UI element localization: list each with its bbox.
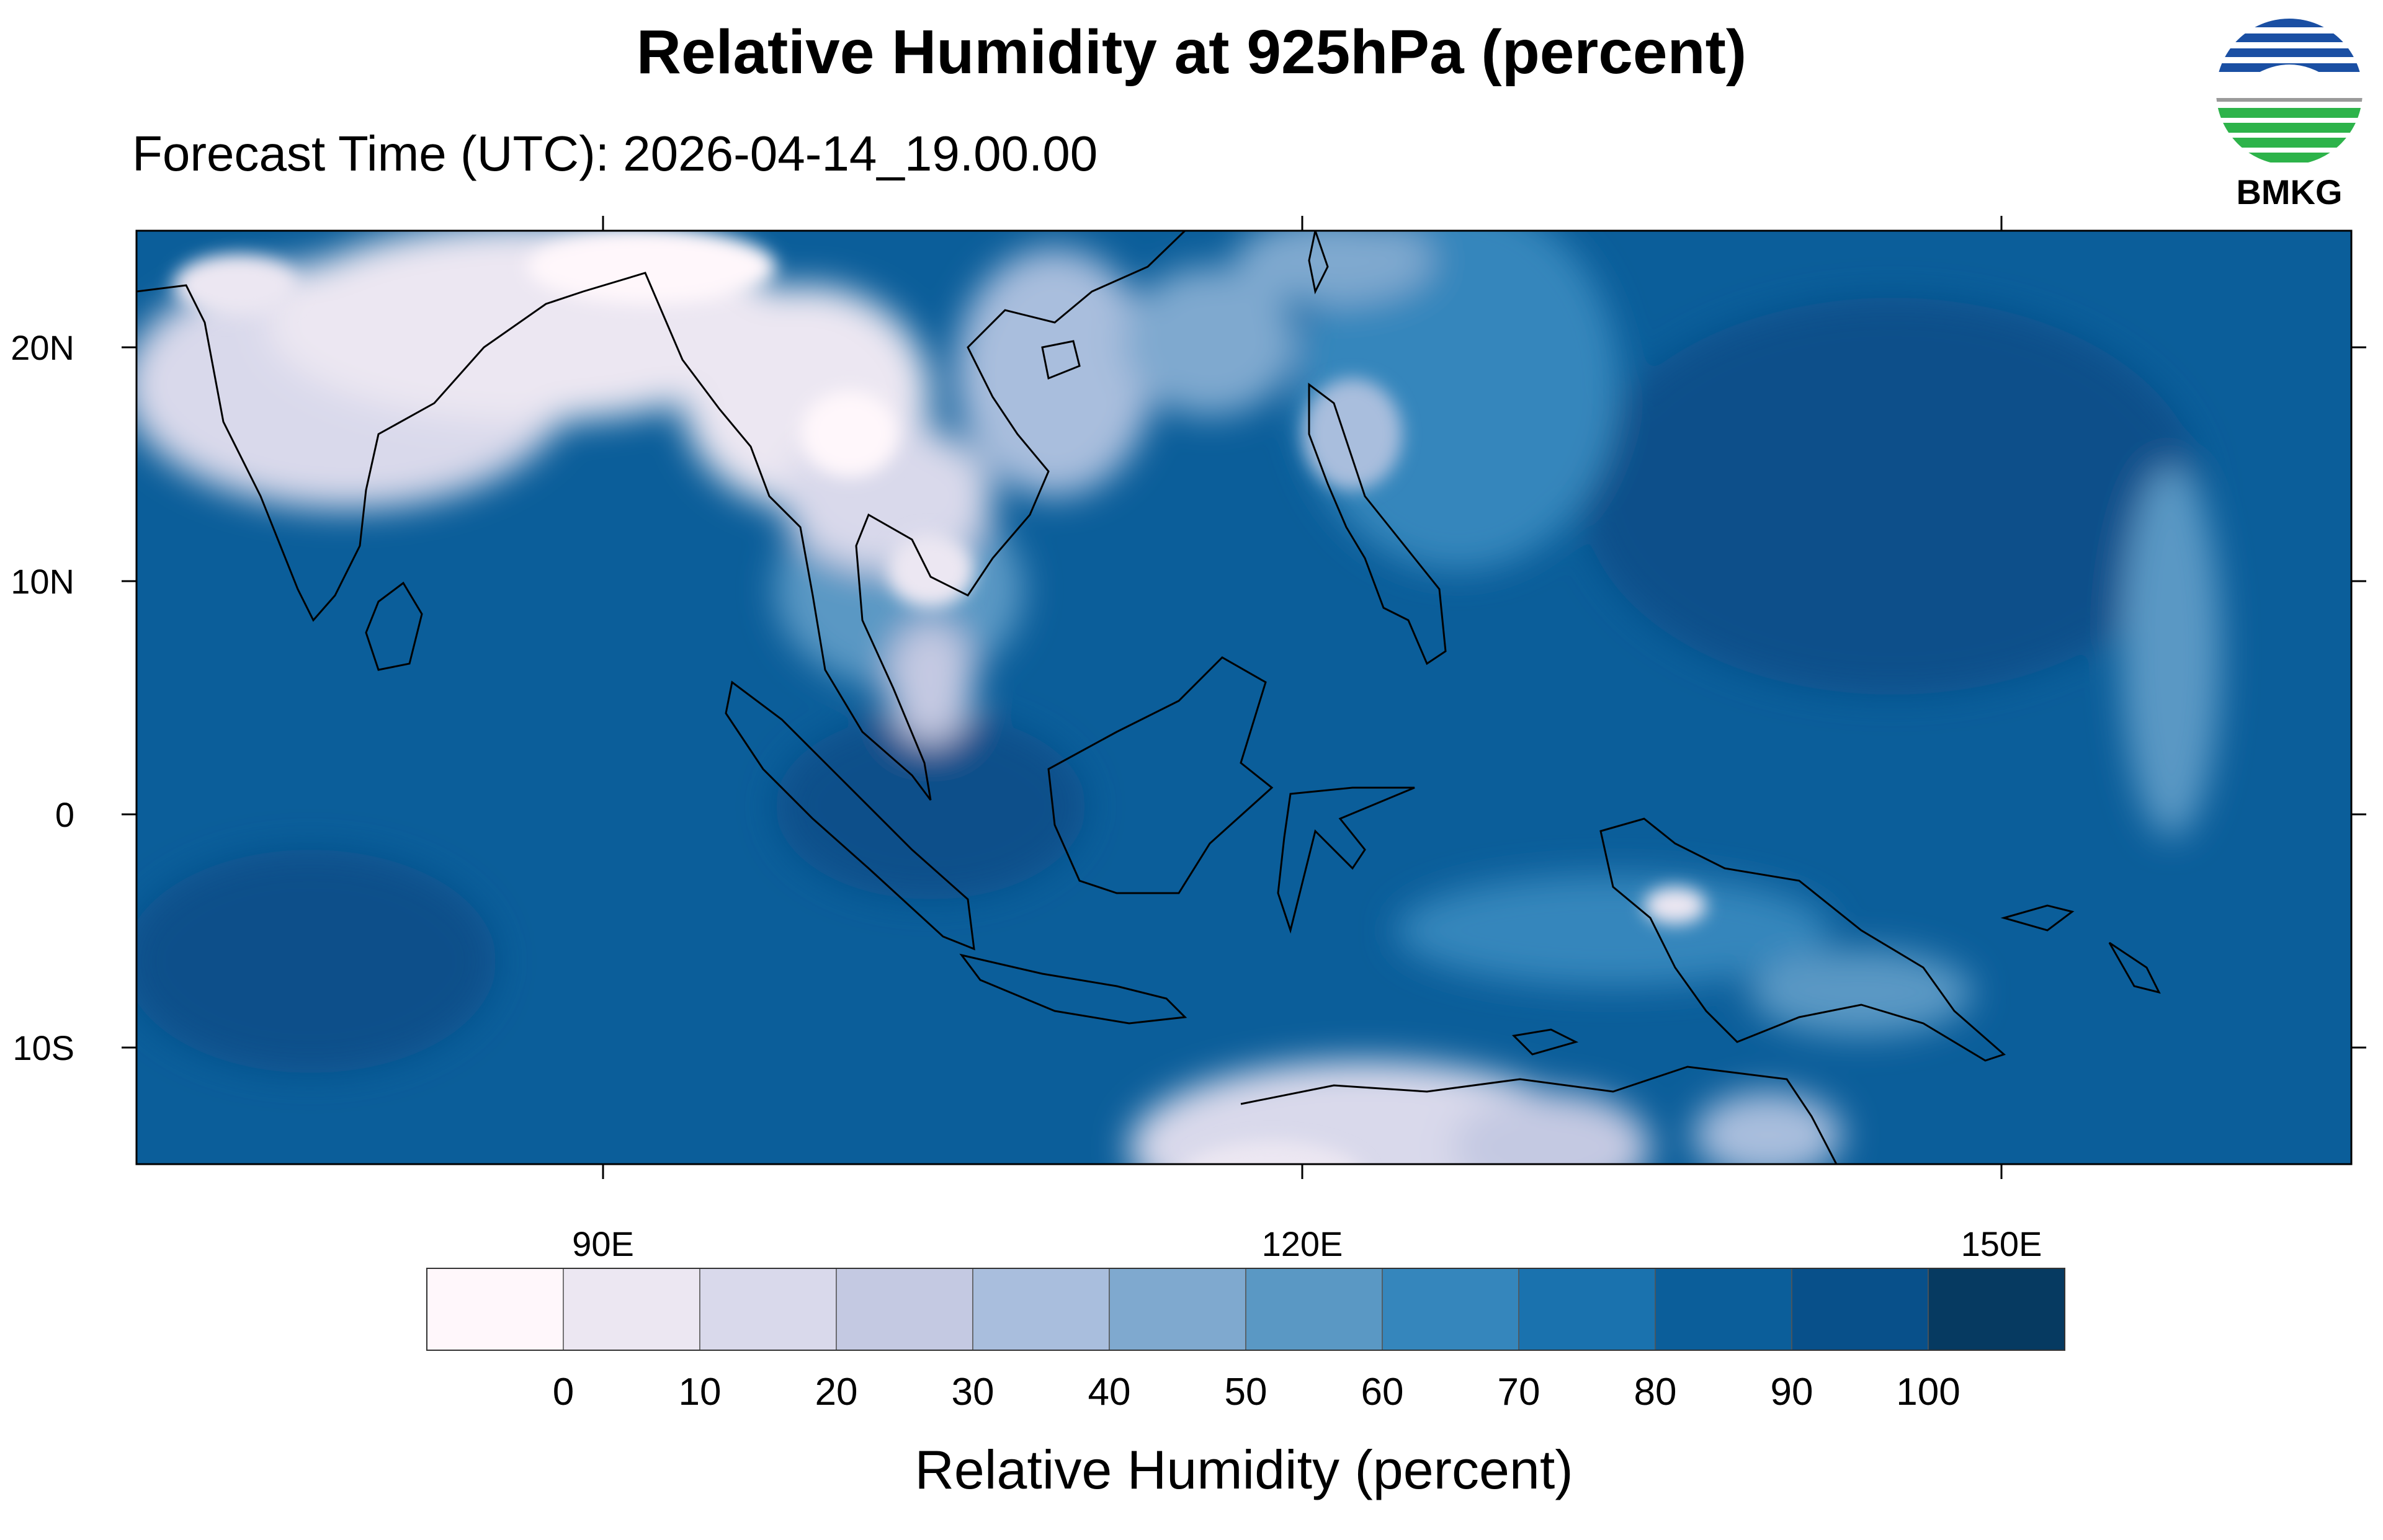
coastlines <box>136 231 2161 1164</box>
colorbar-tick-label: 70 <box>1498 1371 1540 1413</box>
humidity-detail <box>174 231 1706 1164</box>
latitude-tick-labels: 20N 10N 0 10S <box>11 328 74 1067</box>
colorbar-box <box>972 1268 1110 1351</box>
colorbar: 0 10 20 30 40 50 60 70 80 90 100 <box>426 1268 2065 1413</box>
bmkg-logo-icon <box>2216 19 2363 165</box>
colorbar-box <box>1109 1268 1246 1351</box>
main-title: Relative Humidity at 925hPa (percent) <box>636 17 1747 87</box>
lon-label-90e: 90E <box>572 1224 634 1263</box>
bmkg-logo: BMKG <box>2209 11 2370 216</box>
colorbar-box <box>699 1268 837 1351</box>
colorbar-title: Relative Humidity (percent) <box>914 1439 1573 1500</box>
lat-label-10s: 10S <box>12 1028 74 1067</box>
colorbar-box <box>1791 1268 1929 1351</box>
colorbar-tick-label: 80 <box>1634 1371 1677 1413</box>
colorbar-box <box>836 1268 973 1351</box>
colorbar-tick-label: 60 <box>1361 1371 1404 1413</box>
colorbar-box <box>1518 1268 1656 1351</box>
lat-label-0: 0 <box>55 795 74 834</box>
forecast-time: Forecast Time (UTC): 2026-04-14_19.00.00 <box>132 126 1098 181</box>
map-ticks <box>122 216 2366 1179</box>
colorbar-box <box>426 1268 564 1351</box>
colorbar-box <box>1245 1268 1383 1351</box>
map-frame <box>135 229 2353 1165</box>
colorbar-tick-label: 90 <box>1771 1371 1813 1413</box>
colorbar-tick-label: 40 <box>1088 1371 1131 1413</box>
colorbar-tick-label: 0 <box>553 1371 574 1413</box>
lat-label-20n: 20N <box>11 328 74 367</box>
lat-label-10n: 10N <box>11 562 74 601</box>
colorbar-box <box>1655 1268 1792 1351</box>
longitude-tick-labels: 90E 120E 150E <box>572 1224 2042 1263</box>
lon-label-150e: 150E <box>1961 1224 2042 1263</box>
lon-label-120e: 120E <box>1262 1224 1343 1263</box>
bmkg-logo-text: BMKG <box>2236 172 2343 211</box>
colorbar-tick-label: 30 <box>952 1371 995 1413</box>
colorbar-tick-label: 10 <box>679 1371 722 1413</box>
humidity-field <box>136 231 2351 1164</box>
colorbar-box <box>563 1268 700 1351</box>
colorbar-tick-label: 20 <box>815 1371 858 1413</box>
colorbar-tick-label: 50 <box>1225 1371 1268 1413</box>
colorbar-frame <box>426 1268 2065 1351</box>
colorbar-box <box>1382 1268 1519 1351</box>
colorbar-box <box>1928 1268 2065 1351</box>
colorbar-tick-label: 100 <box>1896 1371 1960 1413</box>
